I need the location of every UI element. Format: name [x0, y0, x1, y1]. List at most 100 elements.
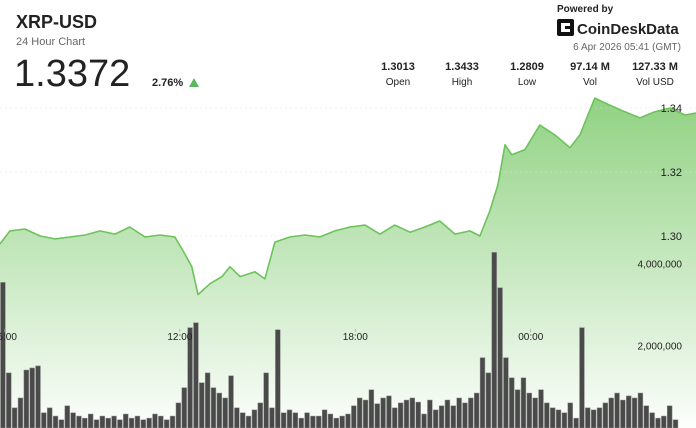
volume-bar	[123, 413, 129, 428]
volume-bar	[88, 413, 94, 428]
volume-bar	[175, 402, 182, 428]
volume-bar	[199, 382, 205, 428]
volume-bar	[304, 412, 310, 428]
x-tick-label: 12:00	[167, 332, 192, 343]
y2-tick-label: 4,000,000	[638, 259, 683, 270]
volume-bar	[427, 399, 433, 428]
stat-label: Vol USD	[636, 77, 674, 88]
volume-bar	[82, 417, 88, 428]
line-layer	[0, 97, 696, 296]
volume-bar	[438, 405, 445, 428]
volume-bar	[64, 405, 70, 428]
volume-bar	[514, 389, 521, 428]
volume-bar	[509, 377, 515, 428]
volume-bar	[368, 389, 375, 428]
volume-bar	[281, 412, 287, 428]
volume-bar	[485, 372, 492, 428]
volume-bar	[257, 402, 263, 428]
y-tick-label: 1.30	[661, 231, 682, 243]
volume-bar	[380, 397, 386, 428]
volume-bar	[579, 327, 585, 428]
volume-bar	[409, 397, 415, 428]
volume-bar	[585, 407, 591, 428]
stat-value: 1.2809	[510, 61, 544, 73]
volume-bar	[181, 387, 187, 428]
stat-value: 97.14 M	[570, 61, 610, 73]
brand: CoinDeskData	[577, 21, 679, 38]
volume-bar	[29, 367, 35, 428]
volume-bar	[316, 415, 322, 428]
timestamp: 6 Apr 2026 05:41 (GMT)	[573, 42, 681, 53]
y-tick-label: 1.32	[661, 167, 682, 179]
volume-bar	[661, 415, 667, 428]
volume-bar	[550, 407, 556, 428]
stat-label: Open	[386, 77, 410, 88]
volume-bar	[327, 413, 334, 428]
stat-value: 1.3013	[381, 61, 415, 73]
change: 2.76%	[152, 77, 183, 89]
volume-bar	[345, 413, 351, 428]
volume-bar	[497, 287, 503, 428]
volume-bar	[286, 409, 293, 428]
volume-bar	[397, 402, 404, 428]
volume-bar	[462, 402, 468, 428]
volume-bar	[23, 369, 29, 428]
volume-bar	[117, 419, 123, 428]
volume-bar	[146, 417, 152, 428]
volume-bar	[596, 407, 603, 428]
volume-bar	[263, 372, 269, 428]
price-area	[0, 98, 696, 428]
volume-bar	[631, 397, 638, 428]
volume-bar	[474, 392, 480, 428]
volume-bar	[228, 375, 234, 428]
volume-bar	[111, 415, 117, 428]
volume-bar	[99, 415, 106, 428]
volume-bar	[310, 415, 316, 428]
volume-bar	[672, 419, 679, 428]
volume-bar	[392, 407, 398, 428]
volume-bar	[643, 405, 649, 428]
volume-bar	[544, 402, 550, 428]
volume-bar	[70, 412, 76, 428]
x-tick-label: 18:00	[343, 332, 368, 343]
volume-bar	[269, 407, 275, 428]
stat-label: High	[452, 77, 473, 88]
volume-bar	[567, 402, 573, 428]
volume-bar	[76, 415, 82, 428]
stat-value: 1.3433	[445, 61, 479, 73]
brand-logo	[557, 19, 574, 36]
volume-bar	[561, 412, 568, 428]
stat-label: Vol	[583, 77, 597, 88]
volume-bar	[240, 412, 246, 428]
volume-bar	[11, 407, 18, 428]
volume-bar	[590, 409, 597, 428]
volume-bar	[164, 419, 170, 428]
volume-bar	[479, 357, 486, 428]
volume-bar	[573, 417, 579, 428]
volume-bar	[602, 402, 608, 428]
price-line	[0, 97, 696, 296]
volume-bar	[245, 415, 252, 428]
grid-layer	[0, 107, 696, 237]
volume-bar	[403, 399, 410, 428]
y2-tick-label: 2,000,000	[638, 342, 683, 353]
subtitle: 24 Hour Chart	[16, 36, 85, 48]
volume-bar	[140, 419, 146, 428]
volume-bar	[17, 397, 24, 428]
volume-bar	[362, 399, 369, 428]
volume-bar	[491, 252, 497, 428]
volume-bar	[251, 409, 258, 428]
volume-bar	[357, 397, 363, 428]
volume-bar	[152, 413, 158, 428]
title: XRP-USD	[16, 12, 97, 32]
area-layer	[0, 98, 696, 428]
volume-bar	[0, 282, 6, 428]
powered-by: Powered by	[557, 4, 614, 15]
up-arrow	[189, 78, 199, 87]
volume-bar	[555, 409, 562, 428]
volume-bar	[204, 372, 211, 428]
x-tick-label: 06:00	[0, 332, 17, 343]
volume-bar	[614, 392, 620, 428]
volume-bar	[620, 399, 626, 428]
